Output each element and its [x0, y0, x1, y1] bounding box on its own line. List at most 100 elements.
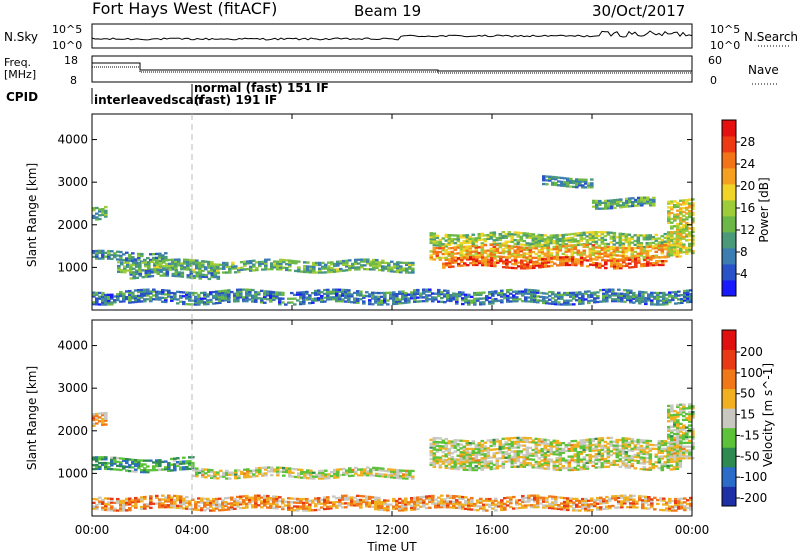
- range-time-cell: [530, 290, 534, 294]
- range-time-cell: [104, 503, 108, 506]
- range-time-cell: [504, 244, 509, 247]
- range-time-cell: [492, 438, 497, 442]
- range-time-cell: [141, 261, 145, 264]
- range-time-cell: [98, 257, 102, 260]
- range-time-cell: [685, 200, 689, 204]
- range-time-cell: [584, 178, 588, 181]
- range-time-cell: [377, 295, 381, 299]
- range-time-cell: [324, 263, 328, 266]
- range-time-cell: [528, 248, 533, 252]
- range-time-cell: [590, 509, 594, 512]
- range-time-cell: [140, 292, 144, 295]
- range-time-cell: [538, 258, 542, 261]
- range-time-cell: [622, 259, 626, 262]
- range-time-cell: [257, 496, 261, 499]
- range-time-cell: [639, 234, 644, 237]
- range-time-cell: [452, 502, 456, 505]
- range-time-cell: [538, 264, 542, 267]
- range-time-cell: [411, 469, 415, 473]
- range-time-cell: [188, 500, 192, 503]
- range-time-cell: [279, 264, 283, 267]
- range-time-cell: [92, 497, 96, 501]
- range-time-cell: [477, 442, 482, 445]
- range-time-cell: [668, 509, 672, 512]
- range-time-cell: [642, 245, 647, 249]
- range-time-cell: [671, 507, 675, 510]
- range-time-cell: [402, 269, 406, 272]
- range-time-cell: [453, 442, 458, 446]
- range-time-cell: [489, 462, 494, 465]
- range-time-cell: [560, 176, 564, 180]
- range-time-cell: [689, 502, 693, 505]
- range-time-cell: [493, 257, 497, 260]
- range-time-cell: [329, 298, 333, 301]
- range-time-cell: [147, 266, 151, 270]
- range-time-cell: [468, 451, 473, 454]
- range-time-cell: [321, 261, 325, 265]
- range-time-cell: [689, 296, 693, 300]
- range-time-cell: [468, 447, 473, 451]
- range-time-cell: [159, 274, 164, 277]
- range-time-cell: [534, 441, 539, 444]
- range-time-cell: [279, 268, 283, 271]
- range-time-cell: [575, 505, 579, 508]
- range-time-cell: [504, 234, 509, 238]
- range-time-cell: [195, 467, 199, 470]
- range-time-cell: [258, 472, 262, 476]
- range-time-cell: [437, 294, 441, 298]
- range-time-cell: [215, 505, 219, 508]
- range-time-cell: [233, 507, 237, 511]
- range-time-cell: [101, 500, 105, 504]
- range-time-cell: [601, 259, 605, 262]
- range-time-cell: [162, 261, 166, 264]
- range-time-cell: [606, 233, 611, 236]
- range-time-cell: [591, 251, 596, 255]
- range-time-cell: [505, 260, 509, 263]
- range-time-cell: [628, 197, 632, 200]
- range-time-cell: [646, 200, 650, 203]
- range-time-cell: [320, 498, 324, 502]
- range-time-cell: [356, 502, 360, 505]
- range-time-cell: [543, 440, 548, 443]
- range-time-cell: [134, 500, 138, 504]
- range-time-cell: [164, 504, 168, 507]
- range-time-cell: [335, 504, 339, 508]
- range-time-cell: [260, 506, 264, 509]
- range-time-cell: [158, 504, 162, 507]
- range-time-cell: [438, 250, 443, 254]
- range-time-cell: [140, 296, 144, 299]
- range-time-cell: [551, 505, 555, 508]
- range-time-cell: [210, 274, 215, 277]
- range-time-cell: [566, 291, 570, 295]
- range-time-cell: [555, 451, 560, 454]
- range-time-cell: [453, 252, 458, 255]
- range-time-cell: [123, 267, 127, 270]
- range-time-cell: [363, 268, 367, 271]
- range-time-cell: [518, 499, 522, 502]
- range-time-cell: [600, 252, 605, 256]
- range-time-cell: [522, 440, 527, 444]
- range-time-cell: [534, 462, 539, 465]
- range-time-cell: [663, 236, 668, 240]
- range-time-cell: [165, 270, 170, 273]
- range-time-cell: [161, 256, 165, 259]
- range-time-cell: [510, 444, 515, 448]
- range-time-cell: [623, 292, 627, 296]
- range-time-cell: [446, 500, 450, 503]
- range-time-cell: [455, 298, 459, 301]
- range-time-cell: [432, 440, 437, 444]
- range-time-cell: [598, 266, 602, 269]
- range-time-cell: [210, 275, 215, 279]
- range-time-cell: [365, 495, 369, 498]
- range-time-cell: [528, 242, 533, 245]
- range-time-cell: [147, 261, 151, 264]
- range-time-cell: [623, 496, 627, 499]
- range-time-cell: [465, 251, 470, 254]
- range-time-cell: [528, 234, 533, 238]
- range-time-cell: [107, 297, 111, 300]
- range-time-cell: [107, 255, 111, 258]
- range-time-cell: [293, 505, 297, 508]
- range-time-cell: [660, 252, 665, 255]
- range-time-cell: [296, 299, 300, 302]
- range-time-cell: [390, 470, 394, 473]
